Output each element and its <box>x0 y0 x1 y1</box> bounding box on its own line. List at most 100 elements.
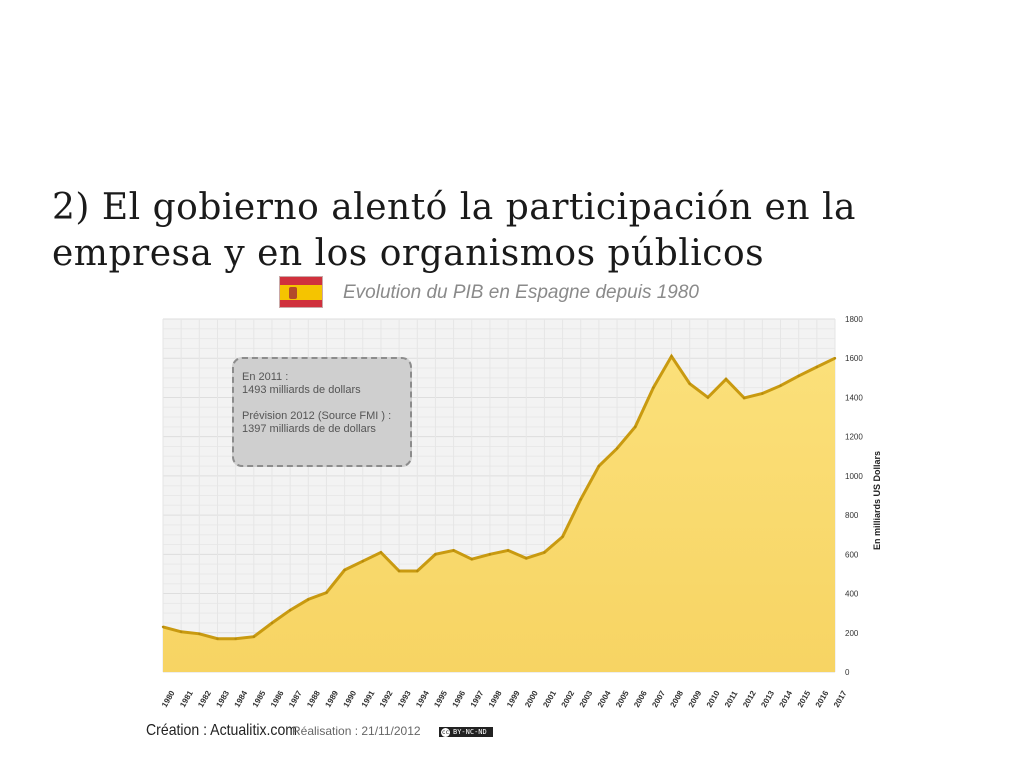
data-point-1983 <box>216 637 219 640</box>
x-tick-label: 1982 <box>196 689 213 709</box>
x-tick-label: 2007 <box>650 689 667 709</box>
x-tick-label: 1984 <box>233 689 250 709</box>
annotation-line-2: 1493 milliards de dollars <box>242 384 361 396</box>
annotation-line-3: Prévision 2012 (Source FMI ) : <box>242 410 392 422</box>
x-tick-label: 2015 <box>796 689 813 709</box>
x-tick-label: 1994 <box>414 689 431 709</box>
data-point-1995 <box>434 553 437 556</box>
data-point-1999 <box>506 549 510 552</box>
data-point-2002 <box>561 535 564 538</box>
data-point-2009 <box>688 382 691 385</box>
y-tick-label: 0 <box>845 668 850 677</box>
x-tick-label: 2003 <box>578 689 595 709</box>
x-tick-label: 1985 <box>251 689 268 709</box>
data-point-1993 <box>397 569 401 573</box>
footer-credit: Création : Actualitix.com <box>146 722 298 739</box>
data-point-1981 <box>179 630 183 633</box>
data-point-2003 <box>579 498 582 501</box>
y-axis-label: En milliards US Dollars <box>872 451 882 550</box>
y-tick-label: 1800 <box>845 315 863 324</box>
spain-flag-icon <box>279 276 323 308</box>
x-tick-label: 1996 <box>451 689 468 709</box>
x-tick-label: 1989 <box>323 689 340 709</box>
data-point-1990 <box>343 568 346 572</box>
data-point-1980 <box>161 625 165 629</box>
data-point-1998 <box>488 553 492 556</box>
data-point-1997 <box>470 558 473 561</box>
data-point-2016 <box>815 365 819 369</box>
data-point-2005 <box>615 447 619 450</box>
x-tick-label: 2013 <box>759 689 776 709</box>
data-point-2010 <box>706 396 710 399</box>
data-point-1984 <box>234 637 237 640</box>
data-point-2000 <box>525 557 528 560</box>
x-tick-label: 1999 <box>505 689 522 709</box>
data-point-2007 <box>652 386 655 389</box>
y-tick-label: 1600 <box>845 354 863 363</box>
area-series <box>163 356 835 672</box>
y-tick-label: 400 <box>845 590 859 599</box>
x-tick-label: 2012 <box>741 689 758 709</box>
data-point-1994 <box>416 569 419 573</box>
annotation-line-4: 1397 milliards de de dollars <box>242 423 376 435</box>
cc-license-badge: cc BY-NC-ND <box>439 727 493 737</box>
x-tick-label: 1986 <box>269 689 286 709</box>
x-tick-label: 1993 <box>396 689 413 709</box>
y-tick-label: 200 <box>845 629 859 638</box>
x-tick-label: 2010 <box>705 689 722 709</box>
data-point-2001 <box>543 551 546 554</box>
footer-date: Réalisation : 21/11/2012 <box>292 724 421 738</box>
x-tick-label: 1981 <box>178 689 195 709</box>
y-tick-label: 1200 <box>845 433 863 442</box>
x-tick-label: 1998 <box>487 689 504 709</box>
data-point-1982 <box>198 632 201 635</box>
data-point-2015 <box>797 374 800 378</box>
y-tick-label: 1400 <box>845 393 863 402</box>
data-point-2008 <box>670 355 673 358</box>
slide-title: 2) El gobierno alentó la participación e… <box>52 187 856 273</box>
annotation-line-1: En 2011 : <box>242 371 289 383</box>
x-tick-label: 2002 <box>560 689 577 709</box>
y-tick-label: 800 <box>845 511 859 520</box>
x-tick-label: 2004 <box>596 689 613 709</box>
data-point-2004 <box>597 464 601 468</box>
y-axis: 0 200 400 600 800 1000 1200 1400 1600 1800 <box>845 315 863 677</box>
data-point-1988 <box>307 598 310 601</box>
x-tick-label: 2000 <box>523 689 540 709</box>
x-tick-label: 2008 <box>668 689 685 709</box>
data-point-2013 <box>761 392 764 395</box>
x-tick-label: 1991 <box>360 689 377 709</box>
x-tick-label: 2001 <box>541 689 558 709</box>
series-line <box>162 353 836 641</box>
x-tick-label: 1988 <box>305 689 322 709</box>
x-tick-label: 2011 <box>723 689 740 709</box>
x-tick-label: 1987 <box>287 689 304 709</box>
data-point-1987 <box>288 609 292 612</box>
x-tick-label: 2016 <box>814 689 831 709</box>
data-point-2011 <box>724 378 728 381</box>
y-tick-label: 1000 <box>845 472 863 481</box>
x-tick-label: 1992 <box>378 689 395 709</box>
data-point-1986 <box>270 621 274 625</box>
x-tick-label: 2017 <box>832 689 849 709</box>
x-tick-label: 1990 <box>342 689 359 709</box>
x-tick-label: 2005 <box>614 689 631 709</box>
x-tick-label: 1980 <box>160 689 177 709</box>
cc-icon: cc <box>441 727 450 737</box>
data-point-2017 <box>833 357 837 360</box>
x-tick-label: 2006 <box>632 689 649 709</box>
x-tick-label: 1983 <box>214 689 231 709</box>
chart-title: Evolution du PIB en Espagne depuis 1980 <box>343 282 699 303</box>
x-tick-label: 2009 <box>687 689 704 709</box>
data-point-2014 <box>779 384 782 387</box>
x-axis: 1980 1981 1982 1983 1984 1985 1986 1987 1988 1989… <box>160 689 849 709</box>
y-tick-label: 600 <box>845 550 859 559</box>
data-point-1991 <box>361 559 364 563</box>
license-label: BY-NC-ND <box>453 728 487 736</box>
data-point-1996 <box>452 549 455 552</box>
data-point-2012 <box>742 396 746 400</box>
data-point-1992 <box>379 551 383 554</box>
data-point-1989 <box>325 591 328 594</box>
data-point-1985 <box>252 635 256 638</box>
